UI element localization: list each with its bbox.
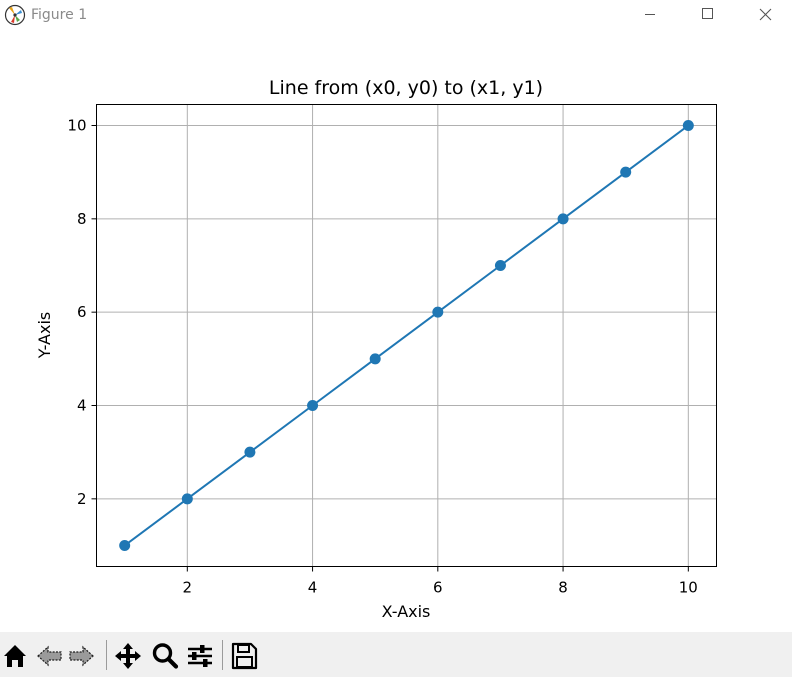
data-point: [369, 353, 381, 365]
zoom-button[interactable]: [150, 640, 180, 672]
minimize-icon: [645, 14, 655, 15]
y-axis-label: Y-Axis: [35, 312, 54, 360]
y-tick-label: 2: [77, 490, 87, 508]
pan-icon: [115, 643, 141, 669]
configure-subplots-icon: [188, 645, 212, 667]
forward-icon: [69, 645, 94, 667]
window-title: Figure 1: [31, 7, 88, 23]
save-icon: [231, 642, 258, 670]
x-tick-label: 6: [433, 579, 443, 597]
x-tick-label: 2: [183, 579, 193, 597]
y-tick-label: 8: [77, 210, 87, 228]
home-icon: [4, 645, 26, 667]
navigation-toolbar: [0, 632, 792, 677]
series: [119, 120, 694, 551]
data-point: [119, 540, 131, 551]
title-bar: Figure 1: [0, 0, 792, 32]
grid: [96, 104, 717, 567]
data-point: [244, 446, 256, 458]
data-point: [494, 260, 506, 271]
y-tick-label: 10: [67, 117, 86, 135]
plot-frame: [96, 104, 717, 567]
configure-subplots-button[interactable]: [185, 640, 215, 672]
home-button[interactable]: [1, 640, 31, 672]
forward-button[interactable]: [67, 640, 97, 672]
data-point: [307, 400, 319, 411]
y-tick-label: 6: [77, 303, 87, 321]
data-point: [181, 493, 193, 505]
data-point: [432, 306, 444, 318]
toolbar-separator: [106, 640, 107, 670]
x-tick-label: 8: [558, 579, 568, 597]
y-tick-label: 4: [77, 397, 87, 415]
close-button[interactable]: [742, 0, 788, 32]
chart-title: Line from (x0, y0) to (x1, y1): [269, 77, 543, 99]
close-icon: [759, 8, 772, 21]
series-line: [124, 124, 689, 547]
data-point: [557, 213, 569, 225]
data-point: [682, 120, 694, 131]
zoom-icon: [152, 643, 179, 669]
save-button[interactable]: [229, 640, 259, 672]
minimize-button[interactable]: [627, 0, 673, 32]
figure-canvas[interactable]: 2 4 6 8 10 2 4 6 8 10 Line from (x0, y0) to (x1, …: [0, 32, 792, 632]
x-tick-label: 4: [308, 579, 318, 597]
back-button[interactable]: [34, 640, 64, 672]
x-axis-label: X-Axis: [382, 602, 431, 621]
app-icon: [4, 4, 26, 26]
pan-button[interactable]: [113, 640, 143, 672]
maximize-button[interactable]: [684, 0, 730, 32]
data-point: [620, 166, 632, 178]
line-chart: 2 4 6 8 10 2 4 6 8 10 Line from (x0, y0) to (x1, …: [35, 77, 717, 621]
maximize-icon: [702, 8, 713, 19]
axis-ticks: 2 4 6 8 10 2 4 6 8 10: [67, 117, 697, 597]
x-tick-label: 10: [679, 579, 698, 597]
toolbar-separator: [222, 640, 223, 670]
back-icon: [37, 645, 62, 667]
